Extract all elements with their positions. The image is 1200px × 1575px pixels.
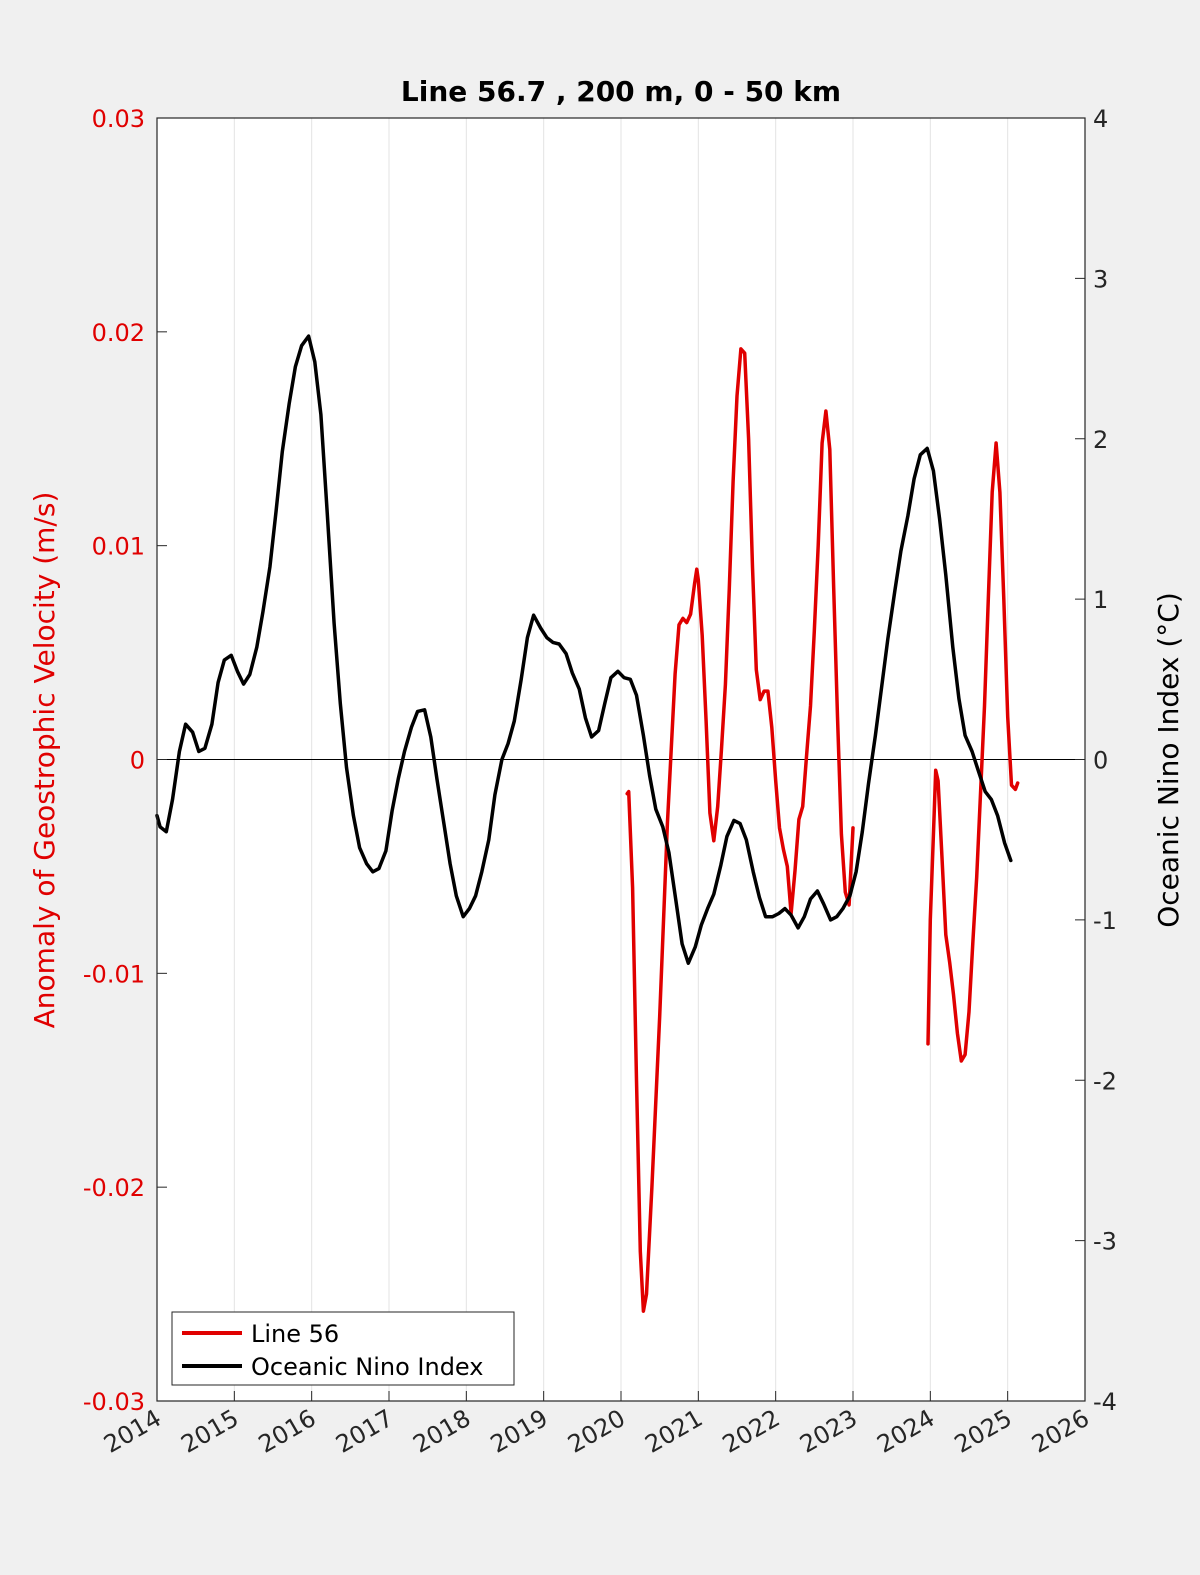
- y-left-tick-label: 0.02: [92, 319, 145, 347]
- series-line-56-line: [625, 347, 855, 1313]
- y-left-tick-label: 0: [130, 747, 145, 775]
- y-axis-left-label: Anomaly of Geostrophic Velocity (m/s): [28, 492, 61, 1029]
- y-right-tick-label: 1: [1093, 586, 1108, 614]
- y-left-tick-label: -0.01: [83, 960, 145, 988]
- series-oceanic-nino-index-line: [155, 334, 1013, 965]
- y-axis-left: -0.03 -0.02 -0.01 0 0.01 0.02 0.03: [83, 105, 167, 1416]
- y-left-tick-label: -0.03: [83, 1388, 145, 1416]
- y-right-tick-label: 3: [1093, 265, 1108, 293]
- y-left-tick-label: 0.03: [92, 105, 145, 133]
- chart-title: Line 56.7 , 200 m, 0 - 50 km: [401, 75, 841, 108]
- y-axis-right: -4 -3 -2 -1 0 1 2 3 4: [1075, 105, 1117, 1416]
- series-line-56-line: [926, 441, 1020, 1063]
- y-right-tick-label: 0: [1093, 747, 1108, 775]
- y-right-tick-label: -3: [1093, 1228, 1117, 1256]
- y-right-tick-label: 4: [1093, 105, 1108, 133]
- legend-label-oceanic-nino-index: Oceanic Nino Index: [251, 1353, 483, 1381]
- legend-label-line-56: Line 56: [251, 1320, 339, 1348]
- series-layer: [155, 334, 1020, 1313]
- y-axis-right-label: Oceanic Nino Index (°C): [1152, 592, 1185, 928]
- legend: Line 56 Oceanic Nino Index: [171, 1311, 515, 1386]
- y-left-tick-label: 0.01: [92, 533, 145, 561]
- y-right-tick-label: -2: [1093, 1067, 1117, 1095]
- y-right-tick-label: -4: [1093, 1388, 1117, 1416]
- y-right-tick-label: -1: [1093, 907, 1117, 935]
- y-left-tick-label: -0.02: [83, 1174, 145, 1202]
- y-right-tick-label: 2: [1093, 426, 1108, 454]
- legend-box: [171, 1311, 515, 1386]
